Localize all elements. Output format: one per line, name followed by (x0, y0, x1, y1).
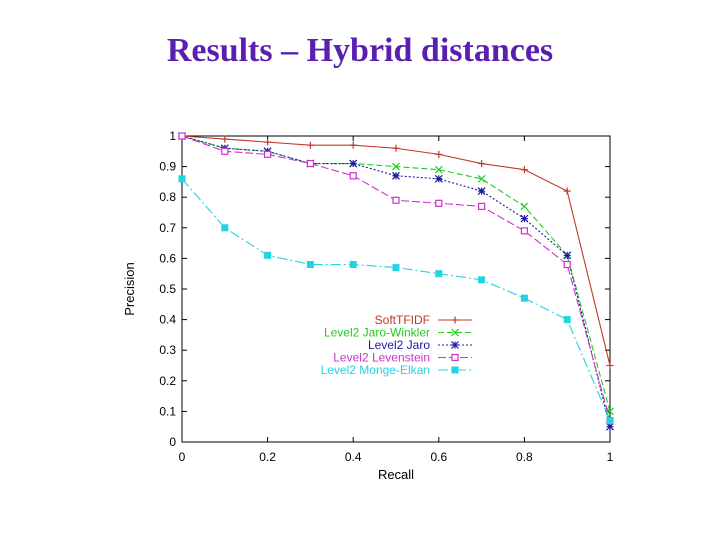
data-point (434, 174, 443, 183)
data-point (306, 141, 314, 149)
y-axis-label: Precision (122, 262, 137, 315)
x-tick-label: 1 (607, 450, 614, 464)
data-point (264, 138, 272, 146)
data-point (349, 261, 357, 269)
y-tick-label: 0.6 (159, 251, 176, 265)
data-point (520, 214, 529, 223)
data-point (392, 196, 400, 204)
data-point (606, 417, 614, 425)
legend-marker (451, 316, 459, 324)
legend-entry-label: Level2 Monge-Elkan (321, 363, 430, 377)
data-point (520, 294, 528, 302)
data-point (221, 135, 229, 143)
data-point (435, 150, 443, 158)
legend-entry-label: Level2 Levenstein (333, 351, 430, 365)
data-point (478, 276, 486, 284)
y-tick-label: 0.9 (159, 160, 176, 174)
data-point (349, 159, 358, 168)
legend-marker (451, 353, 459, 362)
data-point (520, 227, 529, 235)
x-axis-label: Recall (378, 467, 414, 482)
y-tick-label: 0.7 (159, 221, 176, 235)
data-point (520, 202, 529, 211)
data-point (478, 202, 486, 210)
data-point (392, 264, 400, 272)
data-point (520, 166, 528, 174)
data-point (392, 171, 400, 180)
legend-marker (451, 328, 459, 337)
data-point (178, 175, 186, 183)
legend-entry-label: Level2 Jaro (368, 338, 430, 352)
data-point (264, 150, 272, 158)
data-point (563, 187, 571, 195)
legend-marker (451, 341, 459, 349)
series-line (181, 178, 611, 421)
y-tick-label: 0 (169, 435, 176, 449)
legend-entry-label: Level2 Jaro-Winkler (324, 326, 430, 340)
data-point (349, 141, 357, 149)
data-point (221, 224, 229, 232)
x-tick-label: 0.4 (345, 450, 362, 464)
data-point (392, 162, 400, 171)
y-tick-label: 0.3 (159, 343, 176, 357)
y-tick-label: 0.2 (159, 374, 176, 388)
y-tick-label: 0.4 (159, 313, 176, 327)
data-point (349, 172, 357, 180)
data-point (306, 261, 314, 269)
data-point (477, 174, 486, 183)
data-point (264, 251, 272, 259)
data-point (435, 199, 443, 207)
data-point (392, 144, 400, 152)
data-point (306, 159, 314, 168)
data-point (606, 362, 614, 369)
y-tick-label: 0.5 (159, 282, 176, 296)
x-tick-label: 0.6 (430, 450, 447, 464)
x-tick-label: 0 (179, 450, 186, 464)
series-line (181, 135, 611, 427)
data-point (477, 187, 486, 196)
legend-marker (451, 366, 459, 374)
y-tick-label: 1 (169, 129, 176, 143)
series-level2-jaro (178, 132, 614, 431)
series-level2-levenstein (178, 132, 614, 425)
y-tick-label: 0.1 (159, 404, 176, 418)
data-point (563, 251, 572, 260)
slide-title: Results – Hybrid distances (166, 32, 554, 69)
plot-area-frame (181, 135, 611, 443)
data-point (478, 160, 486, 168)
x-tick-label: 0.8 (516, 450, 533, 464)
x-tick-label: 0.2 (259, 450, 276, 464)
y-tick-label: 0.8 (159, 190, 176, 204)
data-point (606, 422, 614, 431)
data-point (221, 147, 229, 155)
data-point (563, 316, 571, 324)
data-point (178, 132, 186, 140)
series-level2-monge-elkan (178, 175, 614, 425)
data-point (563, 260, 571, 269)
data-point (434, 165, 443, 174)
data-point (435, 270, 443, 278)
legend-entry-label: SoftTFIDF (375, 313, 430, 327)
